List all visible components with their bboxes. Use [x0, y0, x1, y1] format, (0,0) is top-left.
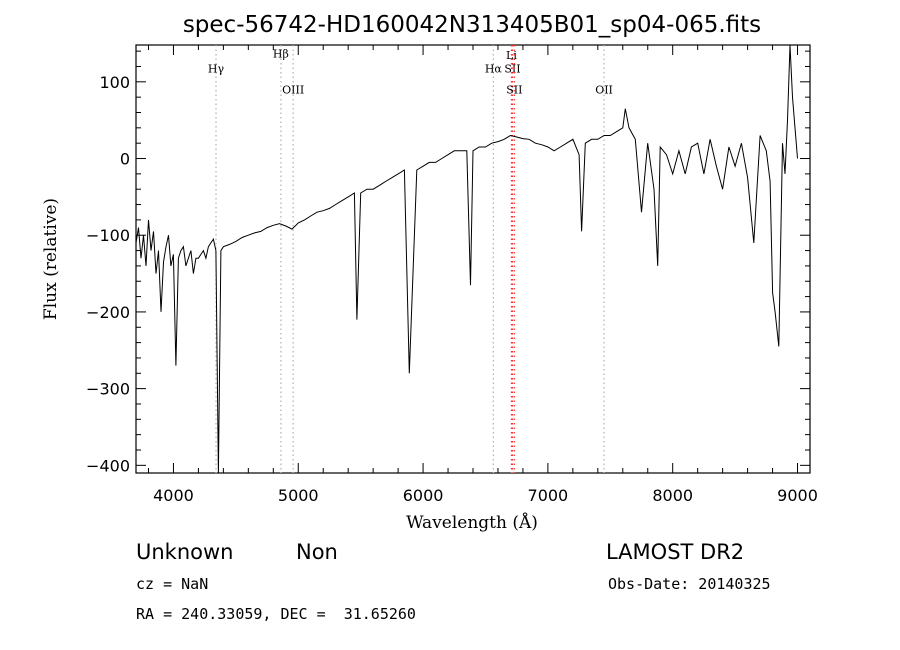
x-tick-label: 4000	[153, 486, 194, 505]
x-tick-label: 7000	[528, 486, 569, 505]
y-axis-ticks: −400 −300 −200 −100 0 100	[86, 50, 810, 475]
marker-label-4: SII	[504, 63, 520, 76]
marker-label-1: Hβ	[273, 47, 289, 60]
marker-label-0: Hγ	[208, 63, 225, 76]
y-tick-label: −400	[86, 456, 130, 475]
x-tick-label: 8000	[652, 486, 693, 505]
marker-label-6: SII	[506, 83, 522, 96]
y-tick-label: 0	[120, 150, 130, 169]
y-tick-label: −300	[86, 380, 130, 399]
y-axis-label: Flux (relative)	[41, 198, 61, 320]
coordinates-readout: RA = 240.33059, DEC = 31.65260	[136, 605, 416, 623]
x-axis-label: Wavelength (Å)	[406, 512, 538, 533]
obs-date-readout: Obs-Date: 20140325	[608, 575, 771, 593]
spectrum-line	[135, 44, 798, 474]
marker-label-7: OII	[595, 83, 613, 96]
marker-label-2: OIII	[282, 83, 304, 96]
y-tick-label: −100	[86, 226, 130, 245]
y-tick-label: 100	[99, 73, 130, 92]
redshift-readout: cz = NaN	[136, 575, 209, 593]
x-axis-ticks: 4000 5000 6000 7000 8000 9000	[147, 45, 818, 505]
x-tick-label: 5000	[278, 486, 319, 505]
x-tick-label: 9000	[777, 486, 818, 505]
y-tick-label: −200	[86, 303, 130, 322]
plot-frame	[135, 44, 811, 474]
survey-label: LAMOST DR2	[606, 540, 745, 564]
object-class: Unknown	[136, 540, 234, 564]
chart-title: spec-56742-HD160042N313405B01_sp04-065.f…	[183, 12, 761, 38]
x-tick-label: 6000	[403, 486, 444, 505]
marker-label-5: Li	[506, 49, 517, 62]
marker-label-3: Hα	[485, 63, 503, 76]
object-subclass: Non	[296, 540, 338, 564]
